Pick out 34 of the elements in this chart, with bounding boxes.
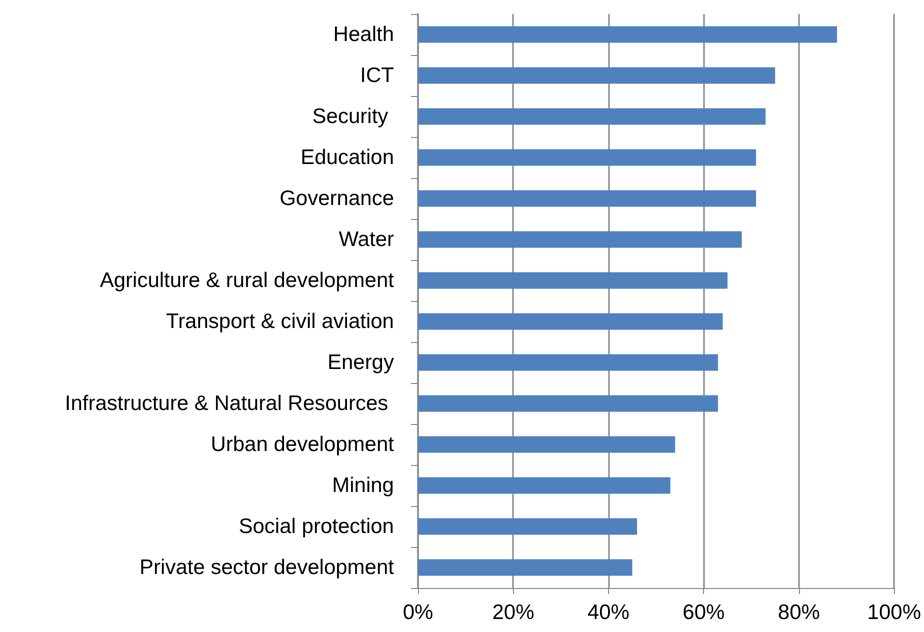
y-tick-label: Infrastructure & Natural Resources bbox=[64, 392, 394, 415]
bar bbox=[418, 108, 766, 125]
bar bbox=[418, 354, 718, 371]
x-tick-label: 100% bbox=[867, 601, 922, 624]
y-tick-label: Urban development bbox=[210, 433, 394, 456]
bar bbox=[418, 67, 776, 84]
bar bbox=[418, 313, 723, 330]
x-tick-label: 20% bbox=[492, 601, 534, 624]
bar bbox=[418, 190, 756, 207]
y-tick-label: Agriculture & rural development bbox=[100, 269, 394, 292]
y-tick-label: ICT bbox=[360, 64, 394, 87]
bar bbox=[418, 395, 718, 412]
y-tick-label: Water bbox=[338, 228, 394, 251]
bar bbox=[418, 26, 838, 43]
x-tick-label: 0% bbox=[402, 601, 434, 624]
y-tick-label: Governance bbox=[280, 187, 394, 210]
bar bbox=[418, 231, 742, 248]
y-tick-label: Transport & civil aviation bbox=[166, 310, 394, 333]
bar bbox=[418, 518, 638, 535]
y-tick-label: Education bbox=[300, 146, 394, 169]
x-tick-label: 80% bbox=[778, 601, 820, 624]
y-tick-label: Mining bbox=[332, 474, 394, 497]
bar bbox=[418, 272, 728, 289]
y-tick-label: Security bbox=[312, 105, 394, 128]
y-tick-label: Health bbox=[333, 23, 394, 46]
bar bbox=[418, 477, 670, 494]
y-tick-label: Private sector development bbox=[140, 556, 394, 579]
bar bbox=[418, 559, 632, 576]
y-tick-label: Energy bbox=[327, 351, 394, 374]
x-tick-label: 60% bbox=[682, 601, 725, 624]
x-tick-label: 40% bbox=[587, 601, 630, 624]
bar bbox=[418, 149, 756, 166]
y-tick-label: Social protection bbox=[238, 515, 394, 538]
bar bbox=[418, 436, 676, 453]
